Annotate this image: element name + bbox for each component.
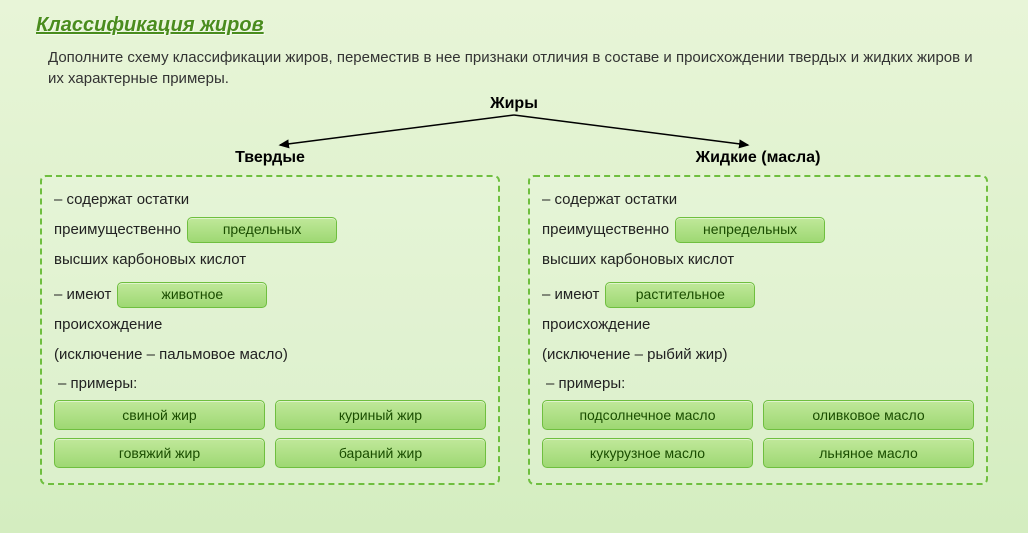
- panel-liquid: – содержат остатки преимущественно непре…: [528, 175, 988, 485]
- chip-solid-acid-type[interactable]: предельных: [187, 217, 337, 243]
- liquid-examples-grid: подсолнечное масло оливковое масло кукур…: [542, 400, 974, 468]
- root-node-label: Жиры: [0, 95, 1028, 113]
- chip-example-solid-1[interactable]: куриный жир: [275, 400, 486, 430]
- chip-example-liquid-0[interactable]: подсолнечное масло: [542, 400, 753, 430]
- solid-text-1c: высших карбоновых кислот: [54, 247, 246, 273]
- liquid-examples-label: – примеры:: [546, 375, 974, 392]
- chip-example-liquid-2[interactable]: кукурузное масло: [542, 438, 753, 468]
- page-title: Классификация жиров: [0, 0, 1028, 37]
- chip-example-liquid-3[interactable]: льняное масло: [763, 438, 974, 468]
- chip-example-solid-3[interactable]: бараний жир: [275, 438, 486, 468]
- liquid-text-2a: – имеют: [542, 282, 599, 308]
- chip-solid-origin[interactable]: животное: [117, 282, 267, 308]
- chip-liquid-acid-type[interactable]: непредельных: [675, 217, 825, 243]
- branches-container: Твердые – содержат остатки преимуществен…: [0, 149, 1028, 485]
- chip-liquid-origin[interactable]: растительное: [605, 282, 755, 308]
- liquid-text-1a: – содержат остатки: [542, 187, 677, 213]
- solid-examples-grid: свиной жир куриный жир говяжий жир баран…: [54, 400, 486, 468]
- panel-solid: – содержат остатки преимущественно преде…: [40, 175, 500, 485]
- chip-example-liquid-1[interactable]: оливковое масло: [763, 400, 974, 430]
- solid-text-1a: – содержат остатки: [54, 187, 189, 213]
- branch-solid-title: Твердые: [40, 149, 500, 167]
- solid-exception: (исключение – пальмовое масло): [54, 342, 288, 368]
- branch-liquid: Жидкие (масла) – содержат остатки преиму…: [528, 149, 988, 485]
- liquid-exception: (исключение – рыбий жир): [542, 342, 728, 368]
- solid-text-1b: преимущественно: [54, 217, 181, 243]
- solid-text-2b: происхождение: [54, 312, 162, 338]
- branch-solid: Твердые – содержат остатки преимуществен…: [40, 149, 500, 485]
- liquid-text-1c: высших карбоновых кислот: [542, 247, 734, 273]
- liquid-text-2b: происхождение: [542, 312, 650, 338]
- liquid-text-1b: преимущественно: [542, 217, 669, 243]
- solid-examples-label: – примеры:: [58, 375, 486, 392]
- chip-example-solid-0[interactable]: свиной жир: [54, 400, 265, 430]
- solid-text-2a: – имеют: [54, 282, 111, 308]
- branch-liquid-title: Жидкие (масла): [528, 149, 988, 167]
- chip-example-solid-2[interactable]: говяжий жир: [54, 438, 265, 468]
- tree-arrows: [0, 113, 1028, 149]
- instruction-text: Дополните схему классификации жиров, пер…: [0, 37, 1028, 89]
